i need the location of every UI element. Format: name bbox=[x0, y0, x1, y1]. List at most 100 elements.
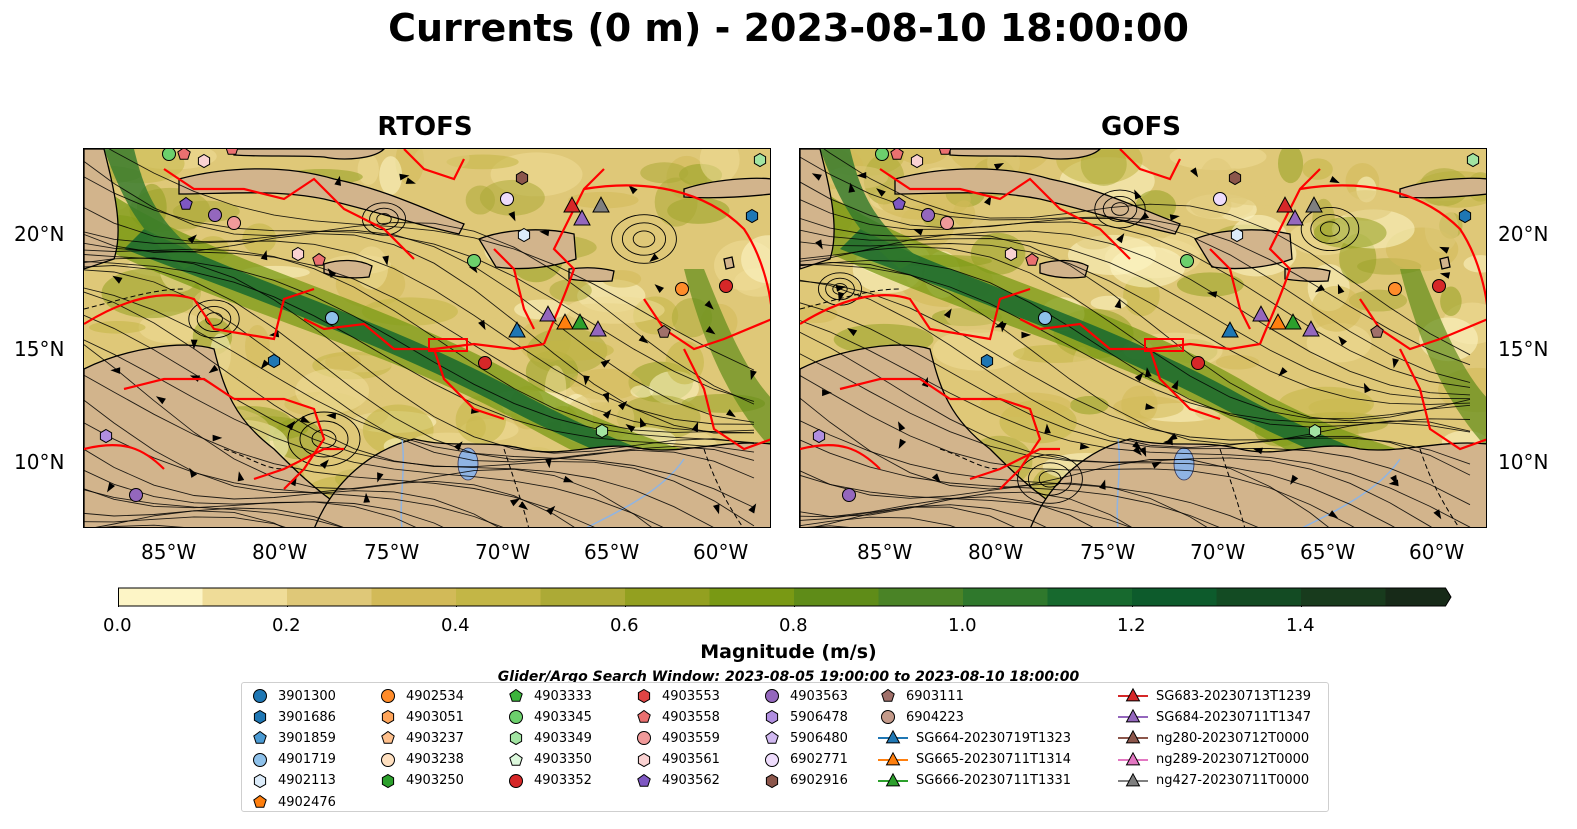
streamline-arrow bbox=[1145, 403, 1156, 410]
legend-marker-icon bbox=[509, 773, 523, 788]
colorbar-segment bbox=[1216, 588, 1302, 606]
lon-label: 80°W bbox=[968, 540, 1024, 564]
float-marker bbox=[921, 208, 935, 222]
float-marker bbox=[1432, 279, 1446, 293]
streamline-arrow bbox=[1151, 461, 1162, 469]
lon-label: 60°W bbox=[693, 540, 749, 564]
legend-label: 3901859 bbox=[278, 730, 336, 746]
streamline bbox=[84, 231, 755, 425]
glider-track-box bbox=[428, 338, 468, 352]
streamline-arrow bbox=[405, 177, 416, 184]
streamline bbox=[800, 217, 1471, 396]
speed-patch bbox=[242, 223, 277, 254]
legend-entry: 4903350 bbox=[506, 750, 592, 770]
glider-track bbox=[163, 168, 415, 260]
streamline-arrow bbox=[628, 185, 638, 195]
legend-entry: ng280-20230712T0000 bbox=[1118, 728, 1309, 748]
streamline-arrow bbox=[212, 434, 223, 442]
legend-marker bbox=[1125, 687, 1141, 702]
float-marker bbox=[177, 149, 191, 160]
float-marker bbox=[1180, 254, 1194, 268]
streamline bbox=[84, 374, 595, 527]
eddy-streamline bbox=[299, 420, 349, 458]
streamline bbox=[800, 229, 1471, 400]
map-gofs bbox=[799, 148, 1487, 528]
legend-entry: 6902916 bbox=[762, 771, 848, 791]
streamline-arrow bbox=[1114, 298, 1122, 309]
legend-marker bbox=[765, 752, 779, 767]
streamline bbox=[800, 241, 1471, 405]
legend-marker bbox=[253, 689, 267, 703]
legend-marker bbox=[881, 710, 895, 725]
streamline-arrow bbox=[363, 492, 371, 503]
streamline-arrow bbox=[838, 291, 845, 302]
yucatan-current bbox=[104, 149, 204, 269]
streamline-arrow bbox=[260, 359, 270, 370]
legend-marker bbox=[381, 731, 395, 745]
streamline-arrow bbox=[510, 498, 521, 507]
streamline-arrow bbox=[1169, 214, 1180, 221]
streamline bbox=[84, 242, 755, 434]
legend-marker-icon bbox=[509, 752, 523, 766]
streamline-arrow bbox=[1021, 331, 1032, 339]
lat-label-left: 20°N bbox=[14, 222, 65, 246]
streamline bbox=[84, 257, 755, 454]
streamline-arrow bbox=[1190, 167, 1199, 178]
streamline-arrow bbox=[112, 275, 123, 284]
float-marker bbox=[1213, 192, 1227, 206]
float-marker bbox=[1276, 196, 1294, 213]
legend-marker-icon bbox=[253, 731, 267, 745]
streamline-arrow bbox=[993, 163, 1005, 171]
colorbar-label: Magnitude (m/s) bbox=[700, 641, 877, 663]
float-marker bbox=[573, 209, 591, 226]
legend-label: 4903352 bbox=[534, 773, 592, 789]
speed-patch bbox=[414, 149, 470, 173]
legend-marker bbox=[253, 731, 267, 745]
river bbox=[586, 458, 685, 527]
legend-marker-icon bbox=[878, 751, 908, 765]
streamline bbox=[84, 269, 755, 479]
streamline-arrow bbox=[546, 505, 556, 516]
lon-label: 65°W bbox=[584, 540, 640, 564]
speed-patch bbox=[640, 162, 689, 184]
legend-marker-icon bbox=[509, 688, 523, 702]
speed-patch bbox=[565, 296, 665, 324]
glider-track bbox=[493, 248, 535, 330]
speed-patch bbox=[1311, 285, 1362, 332]
streamline-arrow bbox=[1171, 379, 1179, 390]
land-mass bbox=[233, 149, 385, 160]
float-marker bbox=[1284, 313, 1302, 330]
legend-marker-icon bbox=[881, 710, 895, 725]
float-marker bbox=[875, 149, 889, 161]
land-mass bbox=[723, 256, 735, 270]
streamline bbox=[800, 504, 1047, 527]
speed-patch bbox=[325, 352, 362, 371]
speed-patch bbox=[1076, 232, 1113, 250]
streamline-arrow bbox=[1433, 509, 1442, 520]
glider-track bbox=[879, 168, 1131, 260]
glider-track bbox=[542, 168, 605, 345]
streamline-arrow bbox=[377, 472, 384, 483]
streamline-arrow bbox=[898, 438, 907, 449]
streamline-arrow bbox=[815, 239, 823, 250]
legend-marker bbox=[509, 773, 523, 788]
legend-marker bbox=[637, 731, 651, 746]
colorbar-segment bbox=[287, 588, 372, 606]
legend-marker-icon bbox=[1118, 730, 1148, 744]
streamline-arrow bbox=[835, 285, 846, 292]
land-mass bbox=[683, 177, 770, 199]
glider-track bbox=[1258, 168, 1321, 345]
legend-label: 4903553 bbox=[662, 688, 720, 704]
legend-marker bbox=[765, 710, 779, 725]
legend-marker-icon bbox=[637, 688, 651, 704]
streamline-arrow bbox=[190, 339, 198, 350]
float-marker bbox=[1308, 423, 1322, 439]
float-marker bbox=[1004, 246, 1018, 262]
panel-title-gofs: GOFS bbox=[1101, 112, 1181, 142]
lon-label: 85°W bbox=[857, 540, 913, 564]
eddy-streamline bbox=[632, 230, 656, 248]
float-marker bbox=[1370, 324, 1384, 338]
eddy-streamline bbox=[1027, 462, 1073, 496]
legend-entry: 4903553 bbox=[634, 686, 720, 706]
land-mass bbox=[1039, 259, 1089, 279]
